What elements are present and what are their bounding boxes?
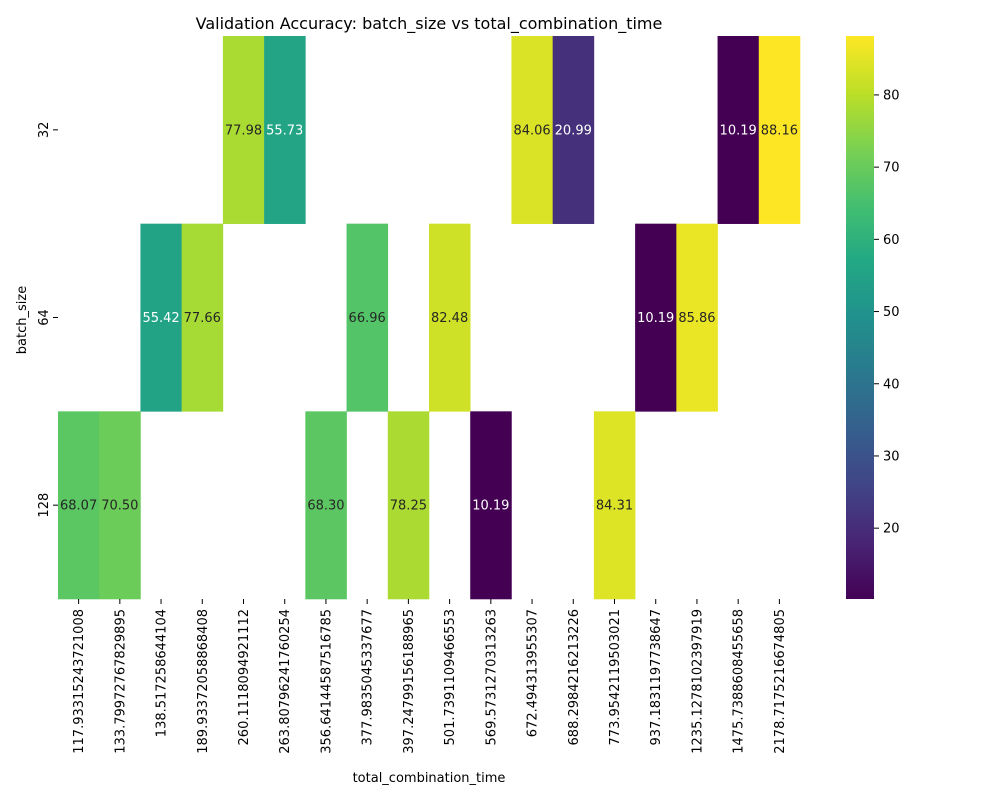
cell-value-label: 85.86 xyxy=(678,311,715,326)
heatmap-cell xyxy=(717,36,760,224)
x-tick-label: 2178.7175216674805 xyxy=(773,609,788,754)
x-tick-label: 773.9542119503021 xyxy=(608,609,623,745)
heatmap-cell xyxy=(264,36,306,224)
heatmap-cell xyxy=(758,36,801,224)
colorbar-tick-label: 40 xyxy=(883,377,900,392)
cell-value-label: 55.73 xyxy=(266,123,303,138)
heatmap-cell xyxy=(346,223,389,412)
heatmap-cell xyxy=(387,411,430,600)
x-tick-label: 688.2984216213226 xyxy=(567,609,582,745)
chart-title: Validation Accuracy: batch_size vs total… xyxy=(196,14,663,34)
y-axis: 32 64 128 xyxy=(37,122,58,518)
heatmap-cells xyxy=(58,36,801,600)
y-axis-label: batch_size xyxy=(15,286,30,354)
x-tick-label: 377.9835045337677 xyxy=(361,609,376,745)
x-tick-label: 937.1831197738647 xyxy=(649,609,664,745)
heatmap-cell xyxy=(140,223,182,412)
cell-value-label: 66.96 xyxy=(349,311,386,326)
colorbar-tick-label: 30 xyxy=(883,449,900,464)
cell-value-label: 68.30 xyxy=(307,499,344,514)
x-axis-label: total_combination_time xyxy=(353,771,506,786)
cell-value-label: 10.19 xyxy=(720,123,757,138)
y-tick-label: 64 xyxy=(37,309,52,326)
x-tick-label: 263.80796241760254 xyxy=(278,609,293,754)
cell-value-label: 77.66 xyxy=(184,311,221,326)
heatmap-cell xyxy=(305,411,347,600)
heatmap-cell xyxy=(470,411,512,600)
cell-value-label: 20.99 xyxy=(555,123,592,138)
y-tick-label: 128 xyxy=(37,493,52,518)
cell-value-label: 10.19 xyxy=(637,311,674,326)
heatmap-cell xyxy=(676,223,718,412)
x-tick-label: 672.494313955307 xyxy=(526,609,541,737)
colorbar-tick-label: 70 xyxy=(883,161,900,176)
x-tick-label: 260.1118094921112 xyxy=(237,609,252,745)
y-tick-label: 32 xyxy=(37,122,52,139)
x-tick-label: 569.5731270313263 xyxy=(484,609,499,745)
cell-value-label: 55.42 xyxy=(142,311,179,326)
heatmap-cell xyxy=(58,411,100,600)
colorbar-tick-label: 20 xyxy=(883,522,900,537)
heatmap-cell xyxy=(511,36,553,224)
cell-value-label: 82.48 xyxy=(431,311,468,326)
colorbar-tick-label: 60 xyxy=(883,233,900,248)
x-tick-label: 1235.1278102397919 xyxy=(690,609,705,754)
cell-value-label: 68.07 xyxy=(60,499,97,514)
heatmap-cell-labels: 77.98 55.73 84.06 20.99 10.19 88.16 55.42 77.66… xyxy=(60,123,798,513)
x-tick-label: 1475.7388608455658 xyxy=(732,609,747,754)
colorbar-gradient xyxy=(846,36,874,599)
heatmap-cell xyxy=(552,36,595,224)
cell-value-label: 77.98 xyxy=(225,123,262,138)
heatmap-cell xyxy=(222,36,265,224)
x-tick-label: 356.64144587516785 xyxy=(319,609,334,754)
colorbar: 20 30 40 50 60 70 80 xyxy=(846,36,900,599)
heatmap-cell xyxy=(635,223,677,412)
heatmap-cell xyxy=(181,223,224,412)
x-axis: 117.93315243721008 133.79972767829895 138.… xyxy=(72,599,788,754)
colorbar-tick-label: 80 xyxy=(883,88,900,103)
cell-value-label: 78.25 xyxy=(390,499,427,514)
cell-value-label: 88.16 xyxy=(761,123,798,138)
x-tick-label: 117.93315243721008 xyxy=(72,609,87,754)
x-tick-label: 138.517258644104 xyxy=(155,609,170,737)
x-tick-label: 397.24799156188965 xyxy=(402,609,417,754)
colorbar-tick-label: 50 xyxy=(883,305,900,320)
heatmap-cell xyxy=(593,411,636,600)
x-tick-label: 501.7391109466553 xyxy=(443,609,458,745)
heatmap-cell xyxy=(429,223,471,412)
cell-value-label: 84.31 xyxy=(596,499,633,514)
heatmap-cell xyxy=(99,411,141,600)
cell-value-label: 84.06 xyxy=(513,123,550,138)
x-tick-label: 133.79972767829895 xyxy=(113,609,128,754)
cell-value-label: 10.19 xyxy=(472,499,509,514)
x-tick-label: 189.93372058868408 xyxy=(196,609,211,754)
cell-value-label: 70.50 xyxy=(101,499,138,514)
